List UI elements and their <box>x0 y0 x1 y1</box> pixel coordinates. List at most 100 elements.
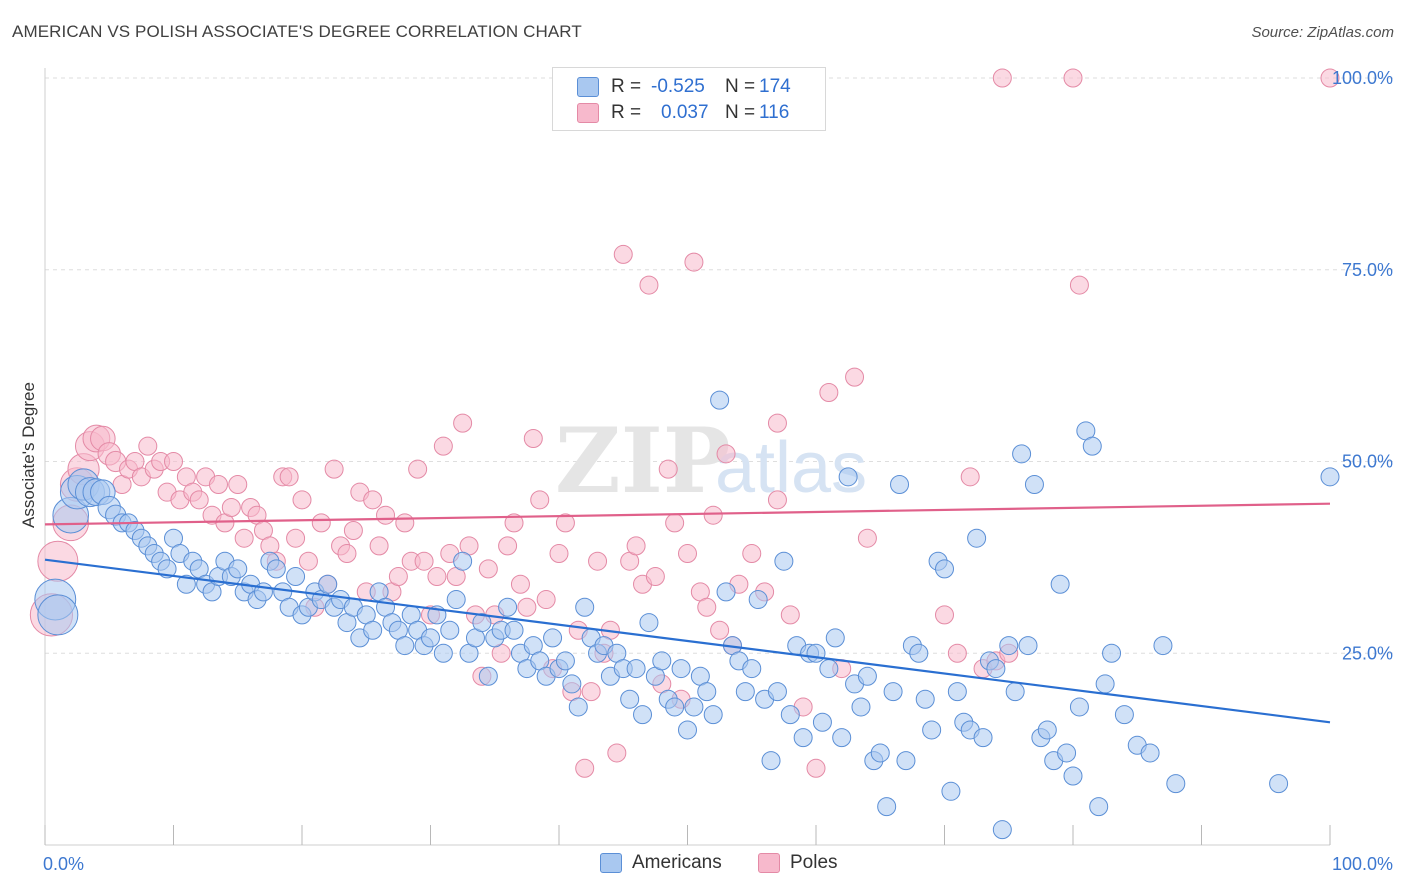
poles-point-71 <box>504 513 524 533</box>
poles-point-49 <box>363 490 383 510</box>
poles-point-88 <box>613 244 633 264</box>
americans-point-17 <box>157 559 177 579</box>
americans-point-139 <box>941 781 961 801</box>
legend-row-poles: R = 0.037 N = 116 <box>577 101 789 125</box>
poles-point-98 <box>678 544 697 564</box>
americans-point-147 <box>992 820 1012 840</box>
americans-point-113 <box>774 551 794 571</box>
americans-point-146 <box>986 659 1006 679</box>
americans-point-67 <box>478 666 498 686</box>
americans-point-150 <box>1012 444 1032 464</box>
americans-point-168 <box>1153 636 1173 656</box>
poles-point-113 <box>819 382 839 402</box>
poles-point-74 <box>523 428 543 448</box>
poles-point-117 <box>935 605 954 625</box>
poles-point-18 <box>164 452 183 471</box>
bottom-poles-swatch <box>758 853 780 873</box>
poles-point-36 <box>279 467 299 487</box>
americans-point-49 <box>363 620 383 640</box>
poles-point-116 <box>857 528 877 548</box>
poles-point-103 <box>710 620 730 640</box>
poles-point-72 <box>510 574 530 594</box>
bottom-americans-swatch <box>600 853 622 873</box>
americans-point-63 <box>453 551 473 571</box>
poles-point-119 <box>960 467 980 487</box>
poles-point-115 <box>845 367 865 387</box>
americans-point-148 <box>999 636 1019 656</box>
watermark-atlas: atlas <box>715 428 867 508</box>
americans-point-154 <box>1037 720 1057 740</box>
americans-point-58 <box>421 628 440 648</box>
americans-point-94 <box>652 651 672 671</box>
poles-point-54 <box>395 513 415 533</box>
americans-point-1 <box>37 594 79 636</box>
americans-point-171 <box>1320 467 1340 487</box>
americans-point-130 <box>883 682 903 702</box>
americans-point-66 <box>472 613 492 633</box>
y-tick-label-3: 100.0% <box>1332 68 1393 88</box>
watermark: ZIP atlas <box>555 408 867 514</box>
americans-point-70 <box>498 597 518 617</box>
americans-point-170 <box>1269 774 1289 794</box>
poles-point-53 <box>388 567 408 587</box>
poles-point-60 <box>433 436 453 456</box>
americans-point-89 <box>620 689 640 709</box>
poles-point-76 <box>536 590 556 610</box>
americans-point-102 <box>703 705 723 725</box>
poles-point-102 <box>703 505 723 525</box>
americans-point-144 <box>973 728 993 748</box>
americans-point-54 <box>395 636 415 656</box>
poles-point-124 <box>1069 275 1089 295</box>
poles-point-90 <box>626 536 646 556</box>
poles-point-38 <box>292 490 312 510</box>
americans-point-122 <box>832 728 852 748</box>
tick-labels: 25.0% 50.0% 75.0% 100.0% 0.0% 100.0% <box>43 68 1393 874</box>
poles-point-67 <box>478 559 498 579</box>
poles-point-84 <box>588 551 608 571</box>
americans-r-label: R = <box>611 76 642 97</box>
poles-point-99 <box>684 252 704 272</box>
americans-point-159 <box>1069 697 1089 717</box>
americans-point-28 <box>228 559 248 579</box>
americans-point-138 <box>935 559 954 579</box>
americans-point-60 <box>433 643 453 663</box>
poles-point-87 <box>607 743 627 763</box>
legend: R = -0.525 N = 174 R = 0.037 N = 116 <box>552 67 826 131</box>
y-tick-label-2: 75.0% <box>1342 260 1393 280</box>
americans-point-98 <box>678 720 697 740</box>
poles-point-45 <box>337 544 357 564</box>
poles-point-27 <box>221 498 241 518</box>
bottom-americans-label: Americans <box>632 852 722 873</box>
chart-title: AMERICAN VS POLISH ASSOCIATE'S DEGREE CO… <box>12 22 582 41</box>
poles-point-104 <box>716 444 736 464</box>
y-tick-label-0: 25.0% <box>1342 643 1393 663</box>
poles-point-78 <box>549 544 569 564</box>
poles-point-57 <box>414 551 434 571</box>
poles-point-82 <box>575 758 595 778</box>
poles-point-22 <box>189 490 209 510</box>
americans-point-77 <box>543 628 563 648</box>
americans-n-value: 174 <box>759 76 791 97</box>
bottom-legend: Americans Poles <box>0 852 1406 878</box>
poles-point-101 <box>697 597 717 617</box>
americans-point-156 <box>1050 574 1070 594</box>
americans-point-163 <box>1095 674 1115 694</box>
x-tick-label-start: 0.0% <box>43 854 84 874</box>
bottom-legend-americans: Americans <box>600 852 722 874</box>
americans-point-152 <box>1024 475 1044 495</box>
poles-point-43 <box>324 459 344 479</box>
americans-point-164 <box>1102 643 1122 663</box>
axes <box>44 68 1331 846</box>
poles-point-70 <box>498 536 518 556</box>
americans-point-116 <box>793 728 813 748</box>
americans-point-149 <box>1005 682 1025 702</box>
poles-point-28 <box>228 475 248 495</box>
americans-n-label: N = <box>725 76 756 97</box>
trend-lines <box>44 502 1331 724</box>
poles-point-39 <box>298 551 318 571</box>
americans-r-value: -0.525 <box>651 76 705 97</box>
americans-point-20 <box>176 574 196 594</box>
bottom-legend-poles: Poles <box>758 852 838 874</box>
americans-trend-line <box>44 558 1331 724</box>
americans-point-143 <box>967 528 987 548</box>
